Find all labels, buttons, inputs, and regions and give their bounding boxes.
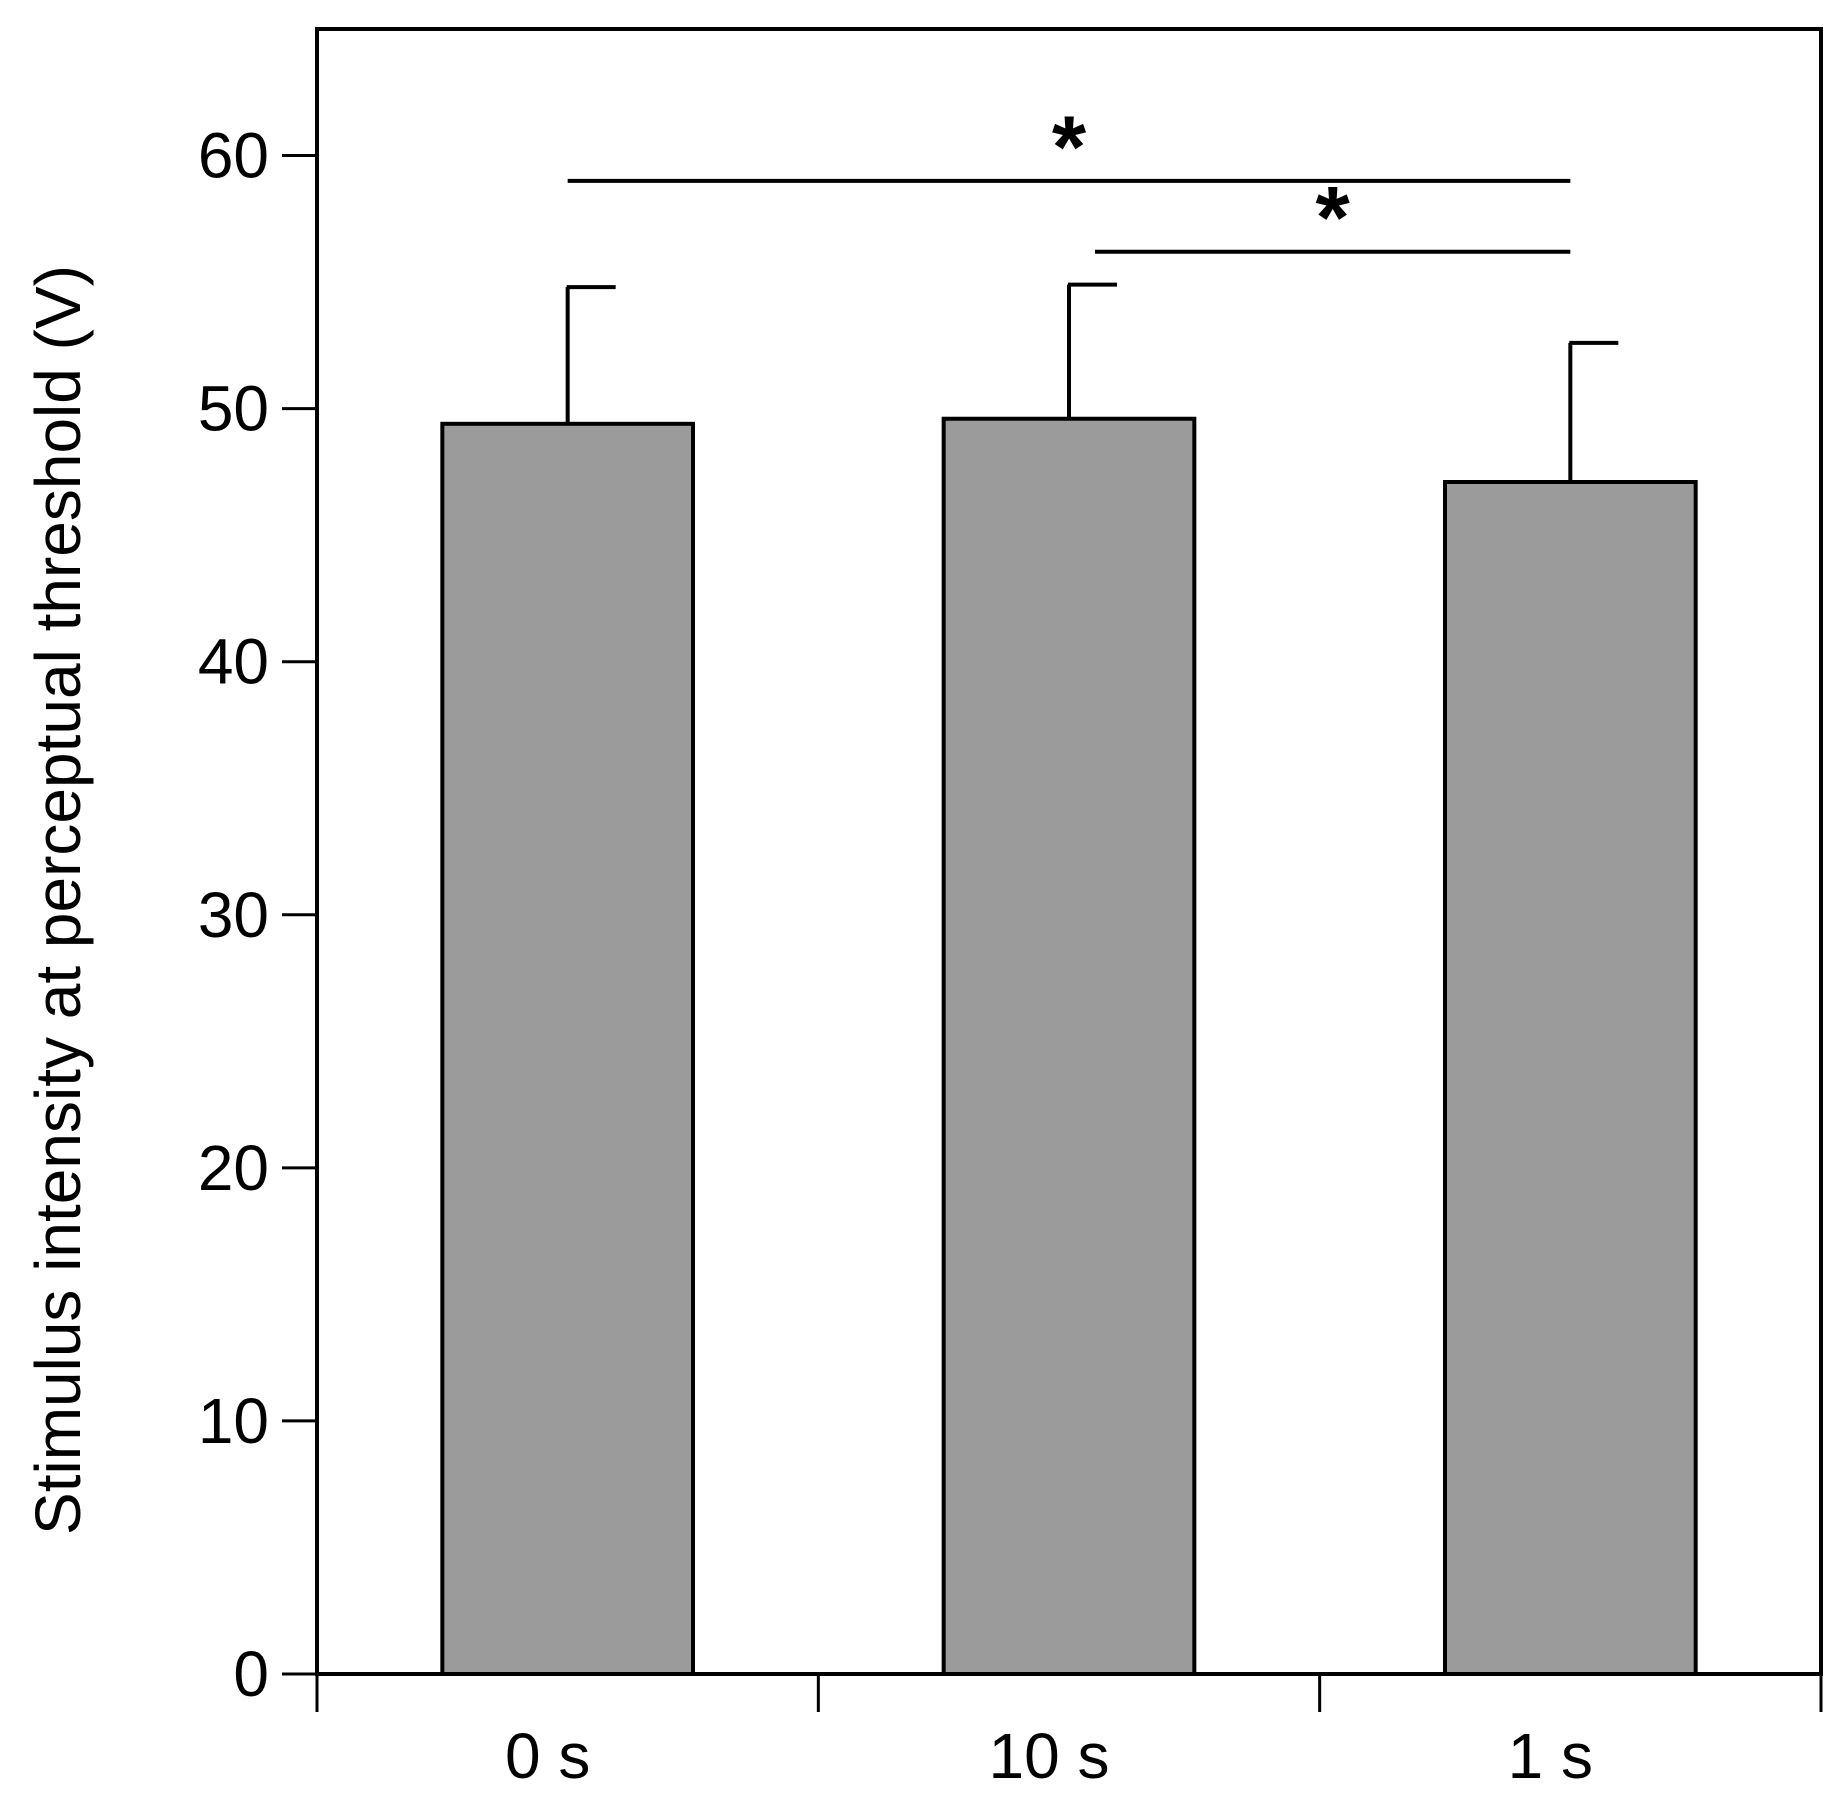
- bar-2: [1443, 480, 1698, 1676]
- y-tick-label-4: 40: [198, 626, 269, 698]
- y-tick-label-0: 0: [233, 1638, 269, 1710]
- y-tick-label-6: 60: [198, 120, 269, 192]
- bar-0: [440, 421, 696, 1676]
- y-tick-label-1: 10: [198, 1385, 269, 1457]
- y-tick-label-5: 50: [198, 373, 269, 445]
- significance-label-0: *: [1052, 97, 1087, 196]
- y-axis-title: Stimulus intensity at perceptual thresho…: [22, 265, 94, 1535]
- x-tick-label-2: 1 s: [1508, 1720, 1593, 1792]
- x-tick-label-0: 0 s: [505, 1720, 590, 1792]
- significance-label-1: *: [1316, 168, 1351, 267]
- y-tick-label-2: 20: [198, 1132, 269, 1204]
- bars-layer: [440, 416, 1698, 1677]
- x-axis: 0 s 10 s 1 s: [315, 1674, 1823, 1792]
- y-axis: 0 10 20 30 40 50 60: [198, 120, 317, 1710]
- significance-layer: **: [567, 97, 1571, 267]
- y-tick-label-3: 30: [198, 879, 269, 951]
- x-tick-label-1: 10 s: [989, 1720, 1110, 1792]
- bar-1: [941, 416, 1197, 1677]
- error-bars-layer: [565, 282, 1619, 483]
